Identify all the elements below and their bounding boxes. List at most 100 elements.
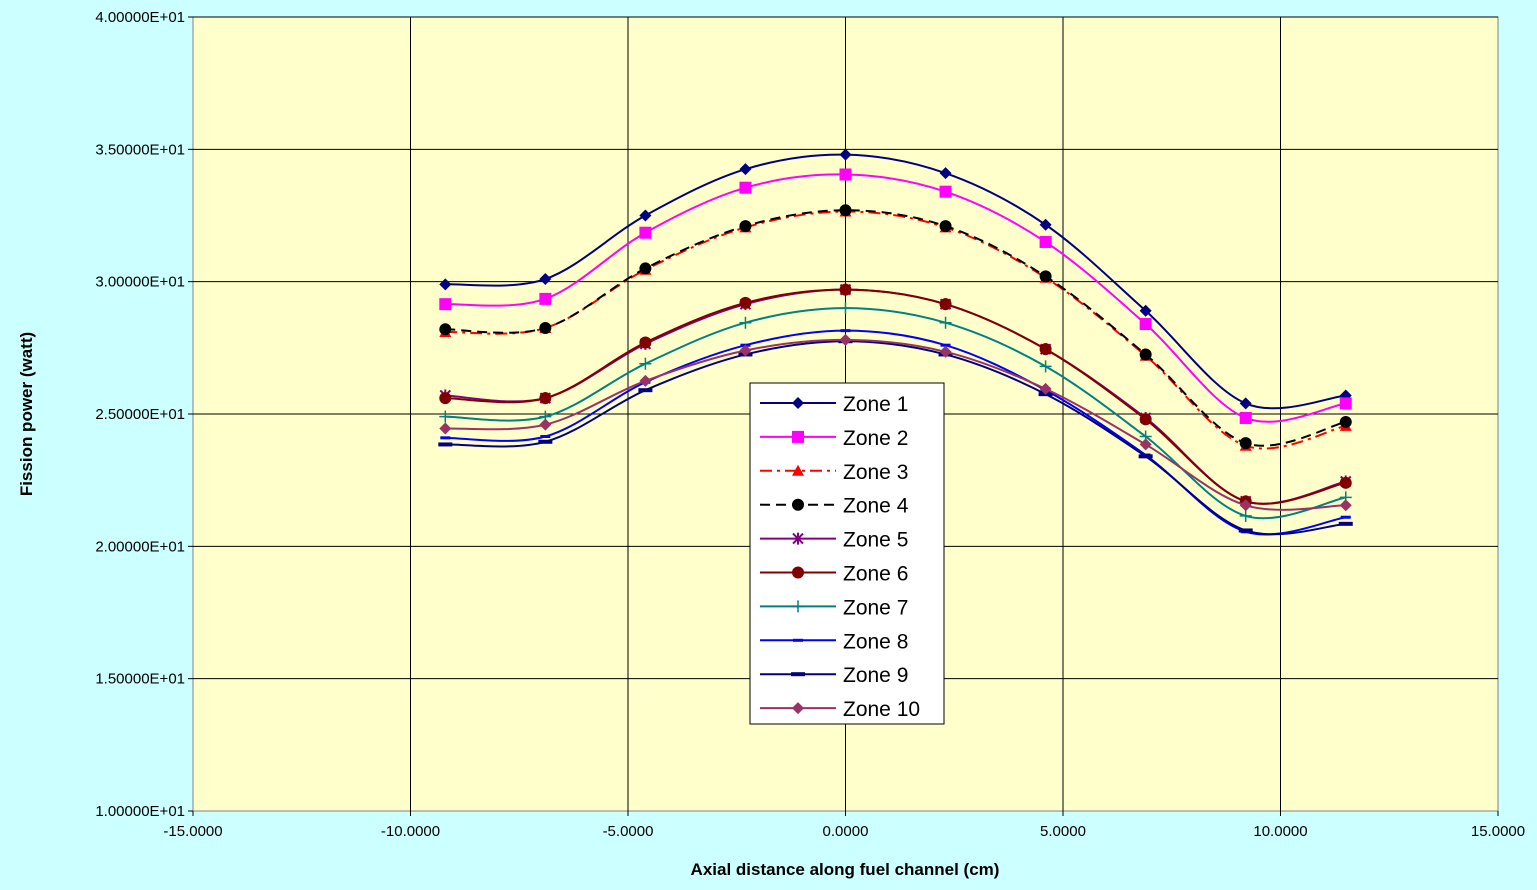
series-1-point	[1239, 397, 1252, 410]
series-7-point	[739, 316, 752, 329]
series-4-point	[1239, 437, 1252, 450]
legend-label: Zone 8	[843, 630, 908, 653]
legend-box	[749, 382, 945, 725]
series-9-point	[438, 442, 453, 447]
y-tick-label: 2.00000E+01	[95, 538, 185, 555]
series-8-point	[840, 329, 851, 333]
series-6-point	[939, 298, 952, 311]
series-group	[438, 148, 1353, 536]
series-1-point	[1039, 218, 1052, 231]
series-8-point	[940, 343, 951, 347]
series-4-point	[1139, 348, 1152, 361]
legend-label: Zone 2	[843, 427, 908, 450]
series-1-point	[439, 278, 452, 291]
x-tick-label: -10.0000	[381, 823, 440, 840]
y-tick-label: 3.00000E+01	[95, 274, 185, 291]
series-2-point	[1339, 397, 1352, 410]
legend-marker	[793, 638, 803, 642]
series-10-point	[639, 374, 652, 387]
series-2-point	[539, 292, 552, 305]
series-2-point	[739, 181, 752, 194]
legend-label: Zone 1	[843, 393, 908, 416]
legend-entry-5: Zone 5	[760, 529, 908, 552]
series-4-point	[1339, 415, 1352, 428]
series-6-point	[739, 296, 752, 309]
series-9-point	[538, 439, 553, 444]
legend-label: Zone 9	[843, 664, 908, 687]
legend-entry-7: Zone 7	[760, 596, 908, 619]
x-tick-label: 5.0000	[1040, 823, 1086, 840]
series-4-point	[1039, 270, 1052, 283]
series-2-point	[1139, 318, 1152, 331]
legend-entry-6: Zone 6	[760, 563, 908, 586]
legend-marker	[792, 532, 804, 545]
series-2-point	[1039, 235, 1052, 248]
series-6-point	[1139, 413, 1152, 426]
y-tick-label: 1.50000E+01	[95, 671, 185, 688]
legend-marker	[792, 600, 804, 613]
x-tick-label: 10.0000	[1253, 823, 1307, 840]
series-10-point	[439, 422, 452, 435]
series-9-point	[638, 388, 653, 393]
series-2-line	[445, 173, 1346, 423]
y-tick-labels: 1.00000E+01 1.50000E+01 2.00000E+01 2.50000…	[95, 9, 185, 820]
legend-entry-3: Zone 3	[760, 461, 908, 484]
series-7-point	[839, 302, 852, 315]
legend-marker	[792, 498, 804, 511]
series-1-point	[939, 167, 952, 180]
series-2-point	[439, 298, 452, 311]
series-7-point	[439, 410, 452, 423]
y-tick-label: 2.50000E+01	[95, 406, 185, 423]
series-10	[439, 333, 1352, 512]
series-8-point	[1340, 515, 1351, 519]
legend-label: Zone 3	[843, 461, 908, 484]
legend-entry-10: Zone 10	[760, 698, 920, 721]
series-4-point	[939, 220, 952, 233]
y-tick-label: 3.50000E+01	[95, 141, 185, 158]
legend-entry-2: Zone 2	[760, 427, 908, 450]
legend-marker	[792, 566, 804, 579]
series-9-point	[1138, 454, 1153, 459]
x-tick-label: -15.0000	[163, 823, 222, 840]
y-tick-label: 1.00000E+01	[95, 803, 185, 820]
series-10-point	[839, 333, 852, 346]
series-7-line	[445, 307, 1346, 520]
y-axis-title: Fission power (watt)	[17, 332, 36, 496]
legend: Zone 1 Zone 2 Zone 3 Zone 4 Zone 5 Zone 6 Zone…	[749, 382, 945, 725]
series-10-point	[1239, 499, 1252, 512]
x-tick-labels: -15.0000 -10.0000 -5.0000 0.0000 5.0000 10.00…	[163, 823, 1525, 840]
series-10-point	[1339, 499, 1352, 512]
x-tick-label: -5.0000	[603, 823, 654, 840]
series-1-point	[739, 163, 752, 176]
series-6-point	[539, 392, 552, 405]
series-7-point	[939, 316, 952, 329]
series-7-point	[639, 357, 652, 370]
series-6-line	[445, 288, 1346, 505]
series-1-point	[539, 273, 552, 286]
series-10-point	[539, 418, 552, 431]
legend-entry-4: Zone 4	[760, 495, 909, 518]
legend-marker	[792, 430, 804, 443]
legend-entry-9: Zone 9	[760, 664, 908, 687]
series-4-point	[439, 323, 452, 336]
series-9-point	[1238, 528, 1253, 533]
series-1-point	[1139, 304, 1152, 317]
legend-marker	[792, 397, 804, 409]
legend-marker	[792, 464, 804, 476]
x-tick-label: 15.0000	[1471, 823, 1525, 840]
series-10-line	[445, 338, 1346, 511]
series-6-point	[439, 392, 452, 405]
series-4	[439, 204, 1352, 450]
series-6-point	[839, 283, 852, 296]
series-7-point	[1039, 360, 1052, 373]
legend-label: Zone 7	[843, 596, 908, 619]
x-axis-title: Axial distance along fuel channel (cm)	[691, 860, 1000, 879]
legend-label: Zone 5	[843, 529, 908, 552]
series-1-point	[639, 209, 652, 222]
series-6-point	[1039, 343, 1052, 356]
series-1-line	[445, 153, 1346, 410]
series-10-point	[1139, 438, 1152, 451]
series-4-point	[839, 204, 852, 217]
series-4-point	[639, 262, 652, 275]
